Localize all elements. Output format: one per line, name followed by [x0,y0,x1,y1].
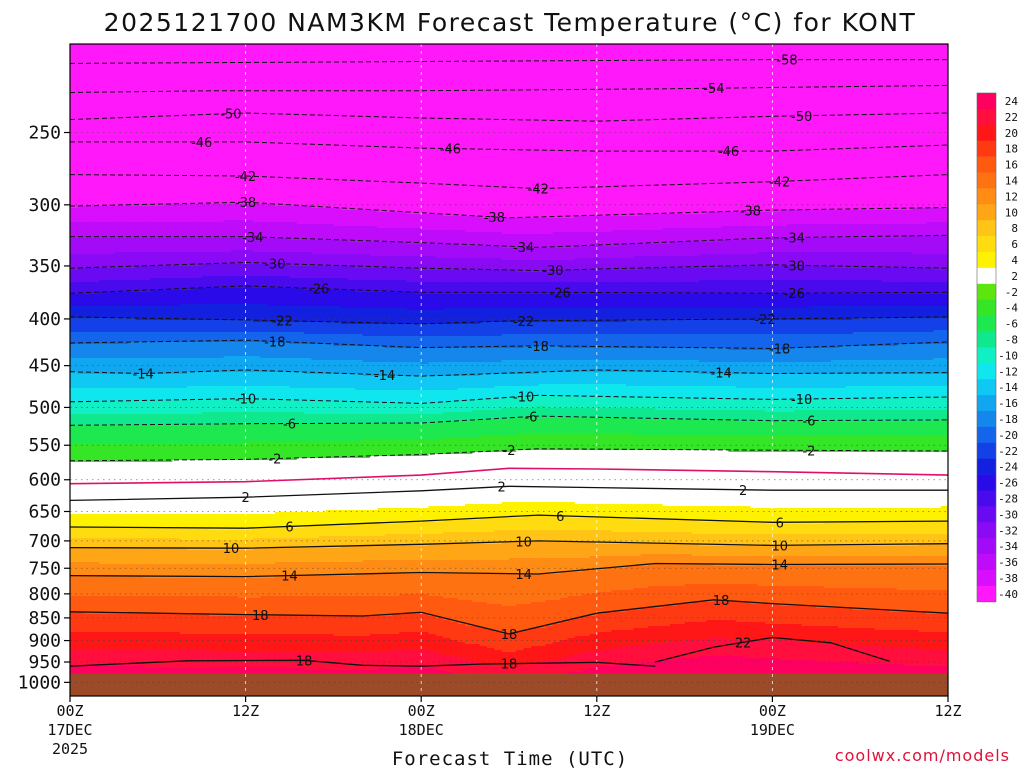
chart-title: 2025121700 NAM3KM Forecast Temperature (… [104,8,917,37]
temperature-cross-section-chart: 2025121700 NAM3KM Forecast Temperature (… [0,0,1024,768]
